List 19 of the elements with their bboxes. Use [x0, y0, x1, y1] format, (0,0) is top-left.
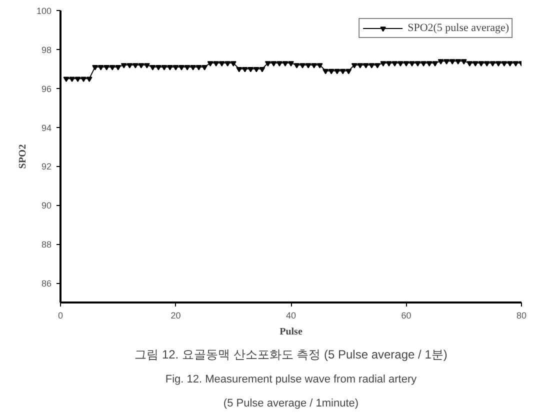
y-tick-label: 96	[41, 84, 52, 94]
y-tick-label: 98	[41, 44, 52, 55]
caption: Fig. 12. Measurement pulse wave from radial artery	[165, 374, 418, 386]
y-tick-label: 88	[41, 240, 52, 250]
y-tick-label: 86	[41, 278, 52, 289]
caption: 그림 12. 요골동맥 산소포화도 측정 (5 Pulse average / 1분)	[134, 348, 448, 362]
x-tick-label: 20	[170, 310, 181, 320]
y-tick-label: 92	[41, 162, 52, 172]
x-tick-label: 80	[516, 310, 527, 320]
y-axis-title: SPO2	[17, 144, 28, 169]
x-tick-label: 0	[58, 310, 64, 320]
y-tick-label: 100	[36, 6, 52, 16]
text: (5 Pulse average / 1minute)	[223, 398, 359, 410]
x-tick-label: 40	[286, 310, 296, 320]
x-axis-title: Pulse	[280, 326, 303, 338]
x-tick-label: 60	[401, 310, 412, 320]
y-tick-label: 94	[41, 122, 52, 133]
y-tick-label: 90	[41, 200, 52, 211]
legend-label: SPO2(5 pulse average)	[408, 22, 509, 34]
